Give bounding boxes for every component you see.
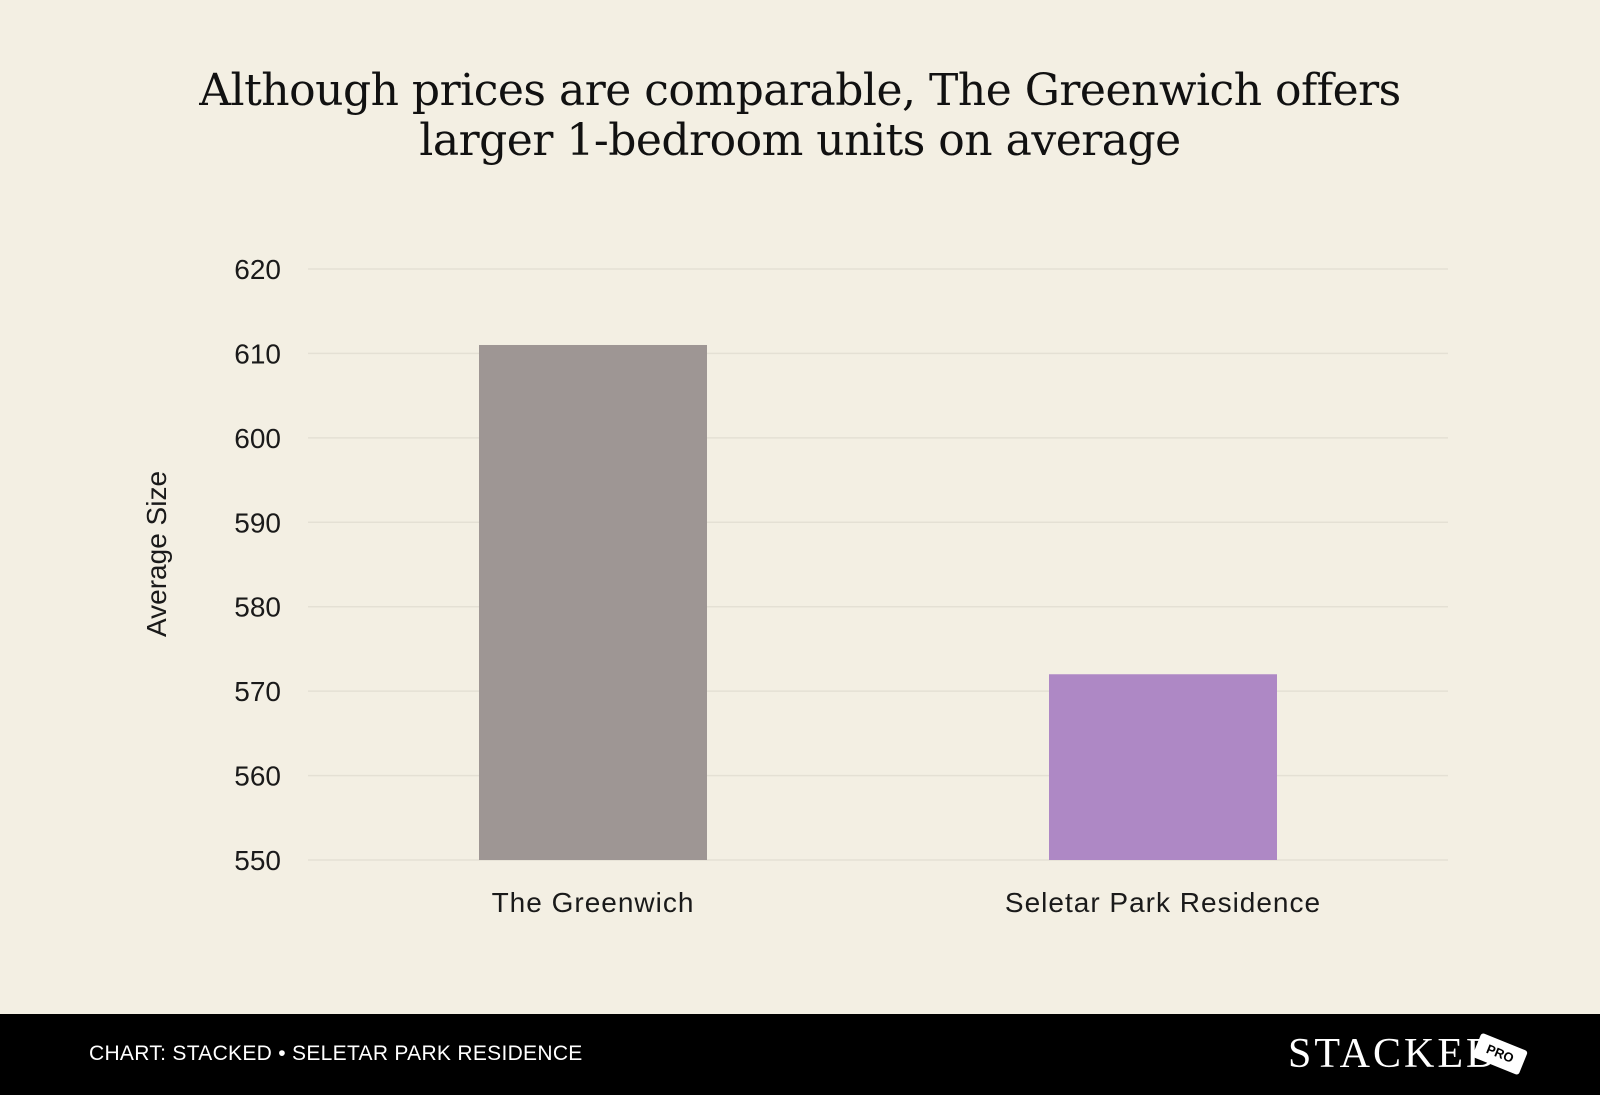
x-category-label: The Greenwich bbox=[492, 887, 695, 918]
y-axis-label: Average Size bbox=[141, 471, 172, 637]
y-tick-label: 580 bbox=[234, 592, 281, 623]
y-tick-label: 620 bbox=[234, 254, 281, 285]
footer-bar: CHART: STACKED • SELETAR PARK RESIDENCE … bbox=[0, 1014, 1600, 1095]
chart-title-line-1: Although prices are comparable, The Gree… bbox=[199, 65, 1401, 116]
chart-title: Although prices are comparable, The Gree… bbox=[0, 66, 1600, 166]
y-tick-label: 590 bbox=[234, 507, 281, 538]
y-tick-label: 570 bbox=[234, 676, 281, 707]
y-tick-label: 610 bbox=[234, 338, 281, 369]
x-category-label: Seletar Park Residence bbox=[1005, 887, 1321, 918]
y-tick-label: 600 bbox=[234, 423, 281, 454]
y-tick-label: 560 bbox=[234, 761, 281, 792]
bar-chart: 550 560 570 580 590 600 610 620 The Greenwich Sel… bbox=[141, 254, 1448, 918]
stacked-logo: STACKED bbox=[1288, 1031, 1500, 1077]
y-tick-label: 550 bbox=[234, 845, 281, 876]
chart-title-line-2: larger 1-bedroom units on average bbox=[419, 115, 1181, 166]
bar bbox=[479, 344, 707, 860]
bar bbox=[1049, 674, 1277, 860]
chart-source: CHART: STACKED • SELETAR PARK RESIDENCE bbox=[89, 1042, 583, 1065]
